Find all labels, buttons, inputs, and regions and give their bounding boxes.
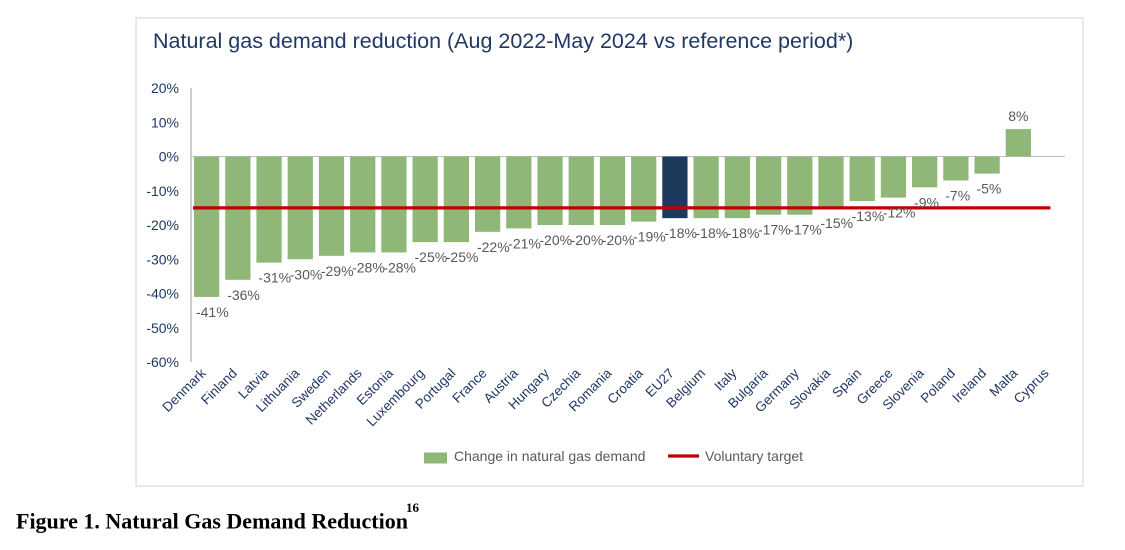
svg-text:10%: 10%	[151, 114, 179, 130]
svg-text:-36%: -36%	[227, 287, 260, 303]
svg-text:-28%: -28%	[383, 259, 416, 275]
svg-text:-13%: -13%	[852, 208, 885, 224]
svg-text:-15%: -15%	[820, 215, 853, 231]
svg-text:-40%: -40%	[146, 286, 179, 302]
svg-text:-17%: -17%	[789, 222, 822, 238]
svg-text:-41%: -41%	[196, 304, 229, 320]
svg-text:-19%: -19%	[633, 229, 666, 245]
svg-text:-21%: -21%	[508, 235, 541, 251]
svg-text:-60%: -60%	[146, 354, 179, 370]
svg-text:-22%: -22%	[477, 239, 510, 255]
svg-text:-20%: -20%	[571, 232, 604, 248]
svg-text:-10%: -10%	[146, 183, 179, 199]
svg-text:Change in natural gas demand: Change in natural gas demand	[454, 448, 645, 464]
svg-text:-20%: -20%	[539, 232, 572, 248]
svg-text:-20%: -20%	[602, 232, 635, 248]
svg-text:Natural gas demand reduction (: Natural gas demand reduction (Aug 2022-M…	[153, 29, 853, 53]
svg-text:0%: 0%	[159, 149, 179, 165]
svg-text:-12%: -12%	[883, 205, 916, 221]
svg-text:-25%: -25%	[446, 249, 479, 265]
svg-text:-50%: -50%	[146, 320, 179, 336]
svg-text:20%: 20%	[151, 80, 179, 96]
svg-text:-29%: -29%	[321, 263, 354, 279]
svg-text:-7%: -7%	[945, 187, 970, 203]
svg-text:Voluntary target: Voluntary target	[705, 448, 803, 464]
svg-text:-18%: -18%	[664, 225, 697, 241]
svg-text:-9%: -9%	[914, 194, 939, 210]
svg-text:-17%: -17%	[758, 222, 791, 238]
svg-text:-28%: -28%	[352, 259, 385, 275]
svg-text:-25%: -25%	[415, 249, 448, 265]
svg-text:-30%: -30%	[146, 251, 179, 267]
svg-text:-20%: -20%	[146, 217, 179, 233]
svg-text:-31%: -31%	[258, 270, 291, 286]
svg-text:-5%: -5%	[976, 181, 1001, 197]
svg-text:-18%: -18%	[727, 225, 760, 241]
svg-text:-30%: -30%	[290, 266, 323, 282]
svg-text:-18%: -18%	[696, 225, 729, 241]
svg-text:8%: 8%	[1008, 108, 1028, 124]
